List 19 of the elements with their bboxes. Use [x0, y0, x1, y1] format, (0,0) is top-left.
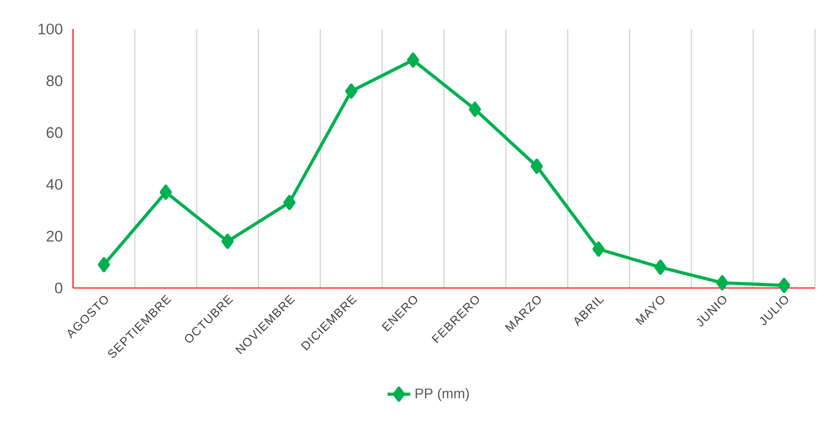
point	[406, 52, 420, 68]
point	[160, 184, 172, 200]
point	[778, 278, 790, 293]
point	[716, 275, 728, 290]
point	[98, 257, 110, 272]
point	[530, 158, 543, 174]
point	[654, 260, 667, 275]
point	[345, 84, 358, 99]
point	[221, 234, 234, 249]
legend-label: PP (mm)	[416, 388, 469, 402]
y-tick-label: 100	[38, 24, 62, 34]
point	[468, 102, 482, 117]
y-tick-label: 0	[55, 282, 62, 294]
point	[283, 194, 296, 210]
y-tick-label: 40	[46, 178, 62, 190]
y-tick-label: 60	[46, 127, 62, 138]
point	[592, 242, 605, 257]
y-tick-label: 20	[46, 230, 62, 242]
y-tick-label: 80	[46, 75, 62, 86]
